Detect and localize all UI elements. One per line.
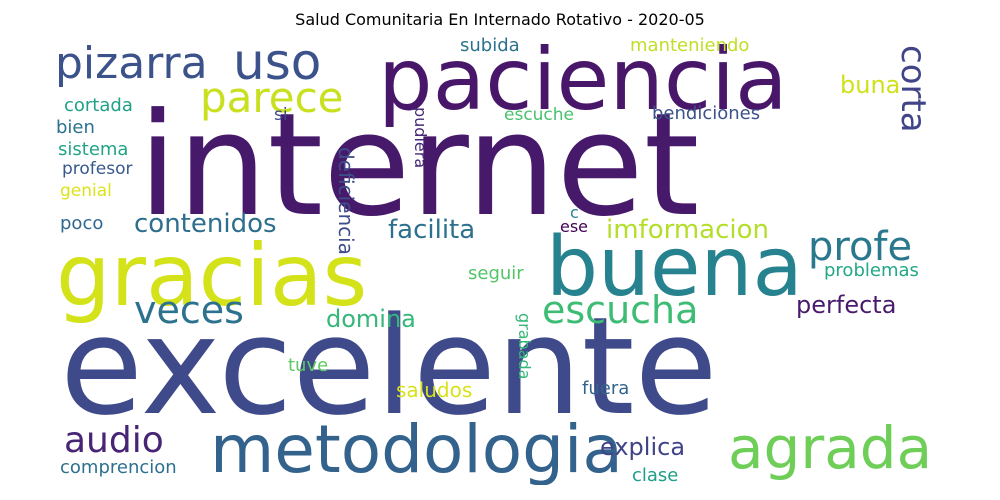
- word-corta: corta: [893, 45, 933, 133]
- word-metodologia: metodologia: [210, 411, 623, 485]
- word-parece: parece: [200, 73, 344, 122]
- word-poco: poco: [60, 213, 104, 234]
- word-fuera: fuera: [582, 378, 630, 399]
- word-veces: veces: [134, 288, 244, 332]
- word-saludos: saludos: [396, 378, 473, 402]
- word-problemas: problemas: [824, 260, 919, 281]
- word-imformacion: imformacion: [606, 215, 770, 245]
- word-domina: domina: [326, 305, 416, 333]
- word-c: c: [570, 203, 579, 222]
- word-bendiciones: bendiciones: [652, 103, 761, 124]
- word-audio: audio: [64, 420, 164, 461]
- word-facilita: facilita: [388, 215, 476, 245]
- word-pizarra: pizarra: [55, 38, 208, 89]
- word-agrada: agrada: [728, 414, 933, 482]
- word-seguir: seguir: [468, 263, 524, 284]
- word-manteniendo: manteniendo: [630, 37, 750, 56]
- word-contenidos: contenidos: [134, 209, 277, 239]
- word-buna: buna: [840, 71, 901, 99]
- word-pudiera: pudiera: [411, 107, 430, 169]
- word-ese: ese: [560, 217, 589, 236]
- word-internet: internet: [138, 83, 700, 248]
- word-si: si: [274, 105, 288, 125]
- word-gracias: gracias: [56, 226, 368, 326]
- word-sistema: sistema: [58, 139, 129, 160]
- word-perfecta: perfecta: [796, 291, 897, 319]
- word-excelente: excelente: [60, 288, 718, 445]
- word-clase: clase: [632, 465, 679, 485]
- word-explica: explica: [600, 433, 686, 461]
- word-cloud-area: internet excelente paciencia gracias buena me…: [50, 37, 950, 485]
- word-comprencion: comprencion: [60, 457, 177, 478]
- word-cortada: cortada: [64, 95, 133, 116]
- word-subida: subida: [460, 37, 520, 56]
- word-genial: genial: [60, 181, 112, 201]
- word-paciencia: paciencia: [378, 37, 788, 130]
- word-deficiencia: deficiencia: [334, 147, 358, 255]
- word-escuche: escuche: [504, 105, 575, 125]
- word-escucha: escucha: [542, 288, 699, 332]
- word-profesor: profesor: [62, 159, 133, 179]
- word-tuve: tuve: [288, 355, 329, 376]
- word-grabada: grabada: [515, 313, 534, 380]
- chart-title: Salud Comunitaria En Internado Rotativo …: [295, 10, 705, 29]
- word-profe: profe: [808, 224, 913, 270]
- word-uso: uso: [233, 37, 322, 91]
- word-bien: bien: [56, 117, 95, 138]
- word-buena: buena: [546, 220, 803, 315]
